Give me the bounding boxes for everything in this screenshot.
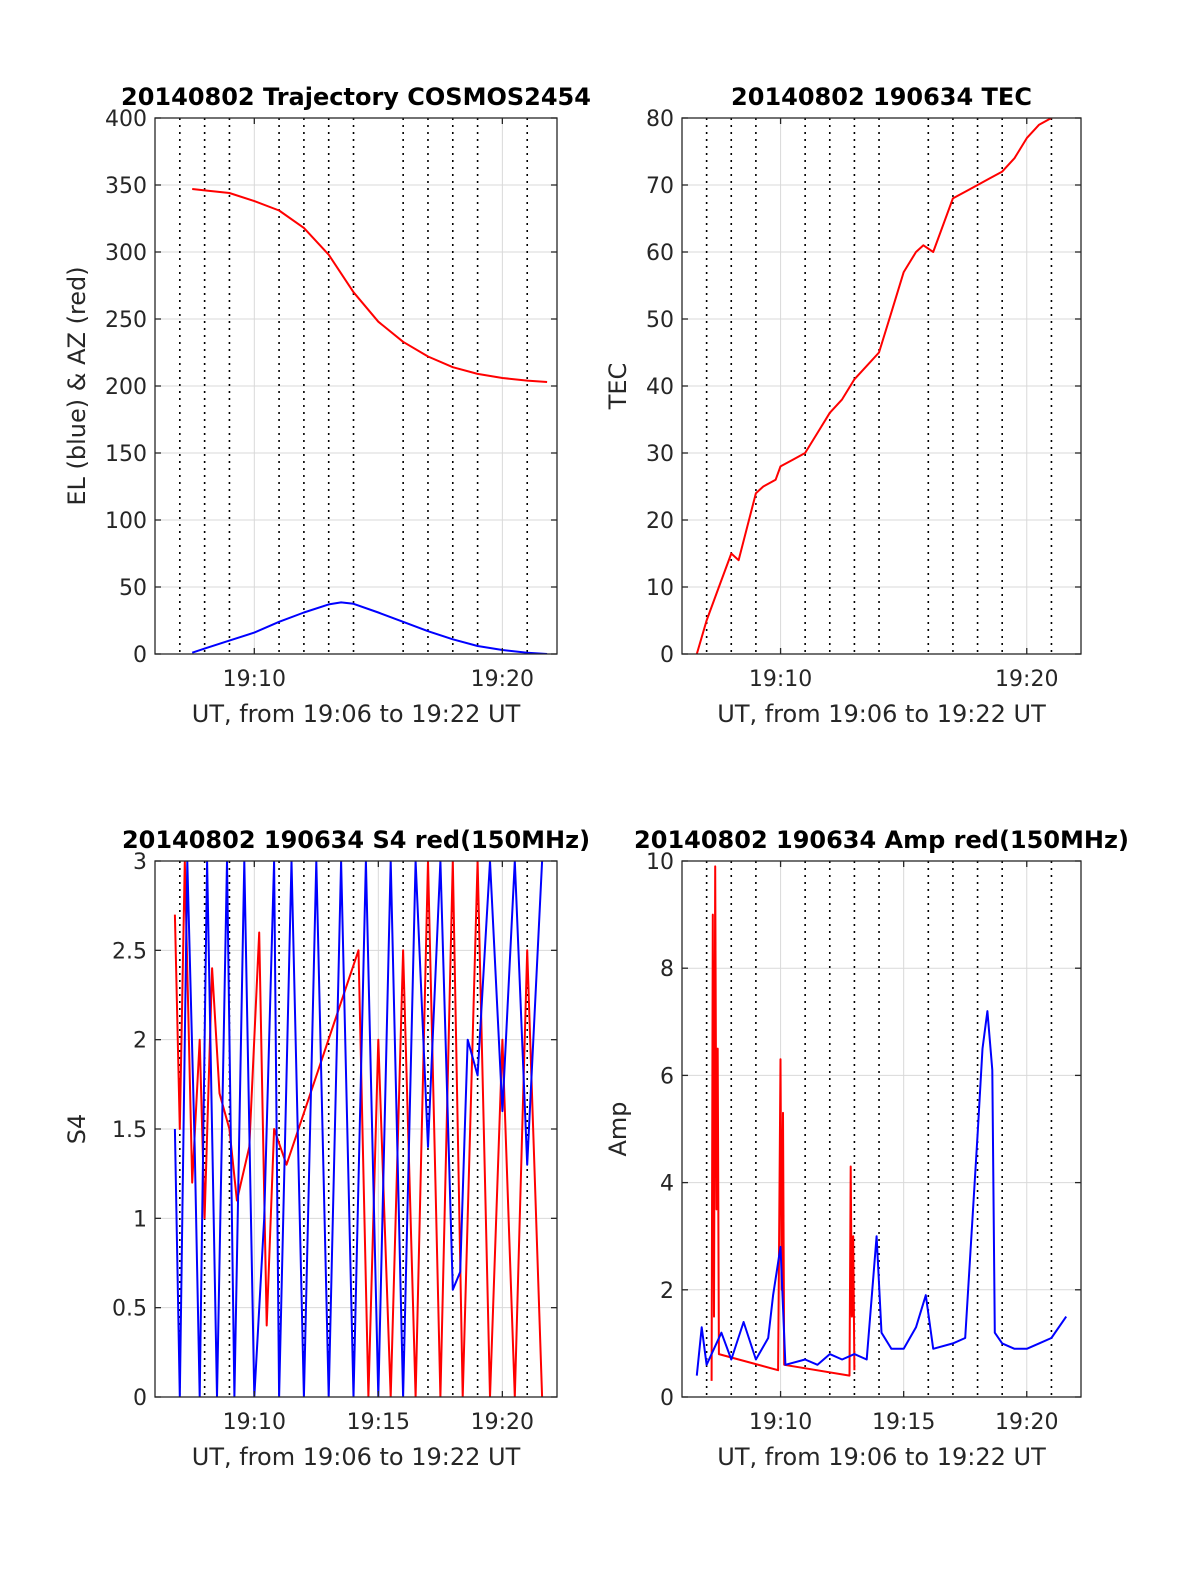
x-axis-label: UT, from 19:06 to 19:22 UT	[192, 700, 521, 728]
y-tick-label: 1	[133, 1207, 147, 1232]
chart-1: 0 50 100 150 200 250 300 350 400 19:10 19:20 201408…	[63, 83, 591, 728]
y-tick-label: 60	[646, 241, 674, 266]
y-tick-label: 0	[660, 1386, 674, 1411]
x-tick-label: 19:20	[995, 1410, 1058, 1435]
y-tick-label: 3	[133, 850, 147, 875]
x-tick-label: 19:20	[995, 667, 1058, 692]
y-tick-label: 300	[105, 241, 147, 266]
y-tick-label: 10	[646, 576, 674, 601]
x-axis-label: UT, from 19:06 to 19:22 UT	[717, 1443, 1046, 1471]
y-tick-label: 40	[646, 375, 674, 400]
y-tick-label: 100	[105, 509, 147, 534]
series-blue-line	[191, 601, 548, 654]
y-tick-label: 2.5	[112, 939, 147, 964]
chart-title: 20140802 Trajectory COSMOS2454	[121, 83, 591, 111]
chart-title: 20140802 190634 TEC	[731, 83, 1032, 111]
x-tick-label: 19:20	[471, 1410, 534, 1435]
y-tick-label: 6	[660, 1064, 674, 1089]
y-tick-label: 8	[660, 957, 674, 982]
y-tick-label: 80	[646, 107, 674, 132]
y-axis-label: TEC	[604, 363, 632, 411]
x-tick-label: 19:10	[223, 1410, 286, 1435]
x-tick-label: 19:15	[347, 1410, 410, 1435]
y-axis-label: EL (blue) & AZ (red)	[63, 266, 91, 505]
axes-box	[681, 860, 1082, 1398]
x-tick-label: 19:15	[872, 1410, 935, 1435]
y-tick-label: 4	[660, 1172, 674, 1197]
y-tick-label: 0	[133, 1386, 147, 1411]
y-tick-label: 50	[646, 308, 674, 333]
y-tick-label: 30	[646, 442, 674, 467]
x-tick-label: 19:10	[223, 667, 286, 692]
chart-title: 20140802 190634 Amp red(150MHz)	[634, 826, 1129, 854]
y-tick-label: 0	[660, 643, 674, 668]
series-red-line	[173, 861, 544, 1397]
series-red-line	[710, 865, 856, 1381]
y-tick-label: 350	[105, 174, 147, 199]
y-tick-label: 150	[105, 442, 147, 467]
x-tick-label: 19:20	[471, 667, 534, 692]
series-blue-line	[173, 861, 544, 1397]
y-tick-label: 50	[119, 576, 147, 601]
x-axis-label: UT, from 19:06 to 19:22 UT	[192, 1443, 521, 1471]
y-tick-label: 0	[133, 643, 147, 668]
y-tick-label: 2	[660, 1279, 674, 1304]
series-blue-line	[695, 1010, 1068, 1376]
y-tick-label: 1.5	[112, 1118, 147, 1143]
series-red-line	[695, 118, 1052, 654]
chart-3: 0 0.5 1 1.5 2 2.5 3 19:10 19:15 19:20 20140802 190…	[63, 826, 590, 1471]
chart-2: 0 10 20 30 40 50 60 70 80 19:10 19:20 20140802 1906…	[604, 83, 1082, 728]
y-tick-label: 400	[105, 107, 147, 132]
y-tick-label: 70	[646, 174, 674, 199]
chart-title: 20140802 190634 S4 red(150MHz)	[122, 826, 590, 854]
series-red-line	[192, 188, 548, 383]
y-axis-label: Amp	[604, 1101, 632, 1156]
y-tick-label: 2	[133, 1029, 147, 1054]
chart-4: 0 2 4 6 8 10 19:10 19:15 19:20 20140802 190634 Am…	[604, 826, 1129, 1471]
x-axis-label: UT, from 19:06 to 19:22 UT	[717, 700, 1046, 728]
x-tick-label: 19:10	[749, 1410, 812, 1435]
plot-area	[682, 861, 1081, 1397]
y-tick-label: 0.5	[112, 1297, 147, 1322]
y-tick-label: 10	[646, 850, 674, 875]
y-tick-label: 250	[105, 308, 147, 333]
y-tick-label: 20	[646, 509, 674, 534]
x-tick-label: 19:10	[749, 667, 812, 692]
y-axis-label: S4	[63, 1114, 91, 1145]
y-tick-label: 200	[105, 375, 147, 400]
